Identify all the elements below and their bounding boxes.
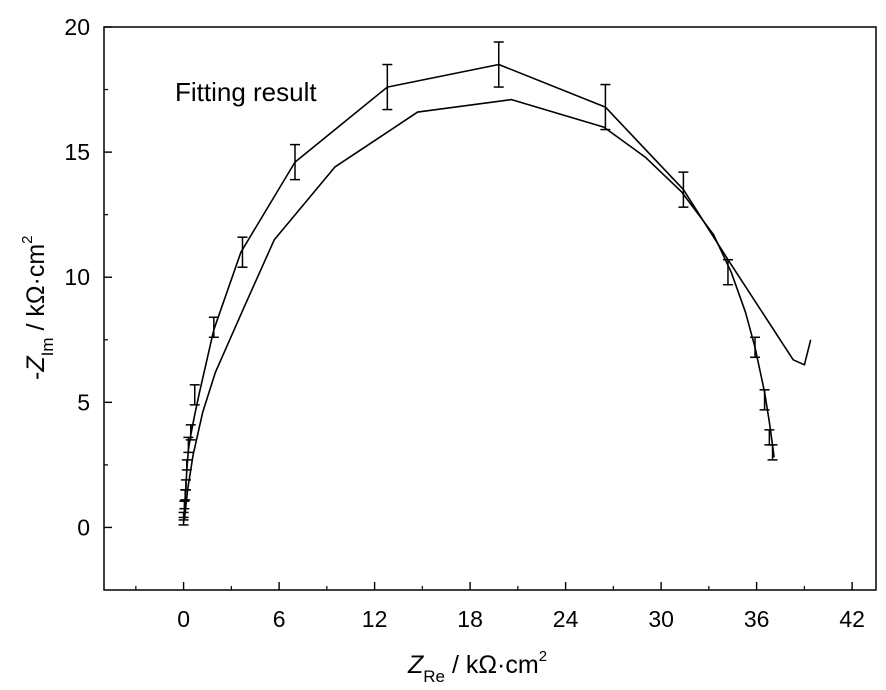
y-tick-label: 5 [77,389,90,415]
x-tick-label: 0 [177,606,190,632]
error-bar [759,389,770,411]
error-bar [493,41,504,88]
x-tick-label: 6 [273,606,286,632]
y-axis-ticks: 0 5 10 15 20 [64,14,112,540]
x-tick-label: 42 [839,606,865,632]
error-bar [178,511,189,519]
x-tick-label: 18 [457,606,483,632]
y-axis-unit: / kΩ·cm [22,244,50,338]
y-axis-prefix: - [22,372,50,380]
y-tick-label: 0 [77,514,90,540]
x-axis-symbol: Z [407,651,424,679]
error-bar [181,459,192,471]
error-bar [290,143,301,181]
x-axis-ticks: 0 6 12 18 24 30 36 42 [135,582,865,632]
series-line-2 [183,98,775,520]
y-tick-label: 15 [64,139,90,165]
error-bar [185,424,196,441]
error-bar [208,316,219,339]
x-tick-label: 30 [648,606,674,632]
y-tick-label: 20 [64,14,90,40]
y-axis-title: -ZIm / kΩ·cm2 [19,235,57,380]
error-bar [178,519,189,526]
error-bar [180,489,191,501]
error-bar [750,336,761,359]
error-bar [180,479,191,491]
x-axis-subscript: Re [423,667,445,686]
y-axis-superscript: 2 [19,235,36,243]
x-tick-label: 24 [553,606,579,632]
error-bar [722,258,733,286]
x-tick-label: 36 [744,606,770,632]
x-axis-title: ZRe / kΩ·cm2 [407,648,547,686]
error-bar [382,63,393,111]
error-bar-layer [178,41,778,526]
error-bar [179,500,190,510]
y-tick-label: 10 [64,264,90,290]
x-axis-unit: / kΩ·cm [445,651,539,679]
series-line-1 [182,63,812,523]
error-bar [189,384,200,406]
error-bar [600,83,611,131]
x-tick-label: 12 [362,606,388,632]
error-bar [237,236,248,268]
fitting-result-annotation: Fitting result [175,77,317,107]
error-bar [678,171,689,208]
series-layer [182,63,812,523]
y-axis-symbol: Z [22,356,50,373]
plot-frame [103,26,877,591]
error-bar [767,444,778,461]
x-axis-superscript: 2 [539,648,547,665]
y-axis-subscript: Im [38,338,57,357]
